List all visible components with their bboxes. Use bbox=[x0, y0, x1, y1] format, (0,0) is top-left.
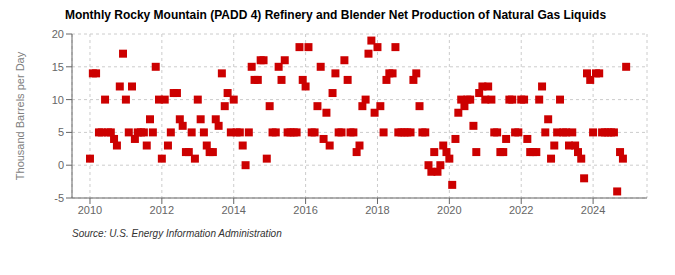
svg-text:2010: 2010 bbox=[78, 204, 102, 216]
svg-text:20: 20 bbox=[52, 28, 64, 40]
svg-text:2024: 2024 bbox=[581, 204, 605, 216]
svg-text:2014: 2014 bbox=[221, 204, 245, 216]
svg-text:2022: 2022 bbox=[509, 204, 533, 216]
svg-text:2016: 2016 bbox=[293, 204, 317, 216]
svg-text:5: 5 bbox=[58, 126, 64, 138]
html-text:Source: U.S. Energy Informatio: Source: U.S. Energy Information Administ… bbox=[72, 228, 282, 239]
svg-text:-5: -5 bbox=[54, 192, 64, 204]
svg-text:2018: 2018 bbox=[365, 204, 389, 216]
svg-text:10: 10 bbox=[52, 94, 64, 106]
svg-text:2012: 2012 bbox=[150, 204, 174, 216]
svg-text:2020: 2020 bbox=[437, 204, 461, 216]
svg-text:0: 0 bbox=[58, 159, 64, 171]
svg-text:Thousand Barrels per Day: Thousand Barrels per Day bbox=[14, 51, 26, 180]
html-text:Monthly Rocky Mountain (PADD 4: Monthly Rocky Mountain (PADD 4) Refinery… bbox=[64, 8, 607, 22]
svg-text:15: 15 bbox=[52, 61, 64, 73]
